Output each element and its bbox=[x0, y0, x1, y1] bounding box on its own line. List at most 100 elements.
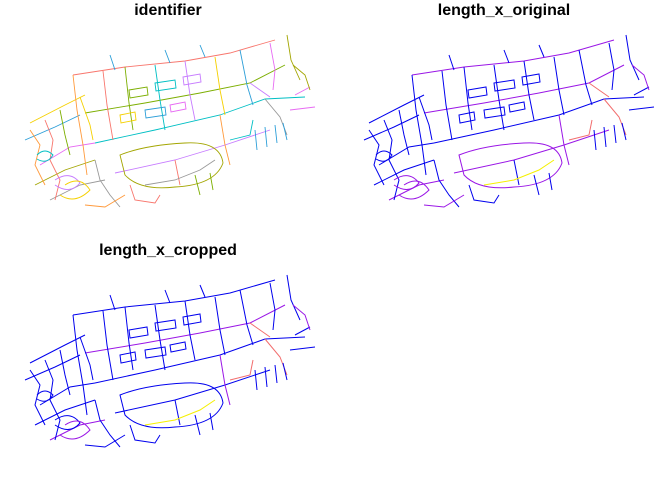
street-segment bbox=[24, 114, 81, 141]
street-segment bbox=[433, 96, 645, 144]
street-segment bbox=[128, 86, 149, 99]
street-segment bbox=[249, 322, 271, 338]
street-segment bbox=[119, 351, 137, 364]
street-segment bbox=[289, 326, 316, 351]
street-segment bbox=[154, 79, 177, 92]
street-segment bbox=[608, 42, 615, 91]
street-segment bbox=[289, 86, 316, 111]
street-segment bbox=[249, 82, 271, 98]
street-segment bbox=[34, 159, 96, 186]
street-segment bbox=[72, 314, 88, 416]
street-segment bbox=[411, 74, 427, 176]
street-segment bbox=[625, 34, 640, 81]
street-segment bbox=[128, 326, 149, 339]
street-segment bbox=[29, 129, 46, 186]
street-segment bbox=[54, 415, 81, 430]
street-segment bbox=[114, 369, 271, 414]
street-segment bbox=[588, 82, 610, 98]
street-segment bbox=[94, 336, 306, 384]
street-segment bbox=[72, 279, 276, 316]
street-segment bbox=[114, 129, 271, 174]
street-segment bbox=[483, 106, 506, 119]
street-segment bbox=[144, 346, 167, 359]
street-segment bbox=[169, 341, 187, 353]
street-segment bbox=[363, 114, 420, 141]
street-segment bbox=[628, 86, 655, 111]
street-segment bbox=[448, 44, 545, 71]
street-segment bbox=[79, 336, 94, 381]
street-segment bbox=[79, 96, 94, 141]
street-segment bbox=[568, 119, 593, 141]
street-network-map bbox=[24, 34, 316, 208]
street-segment bbox=[523, 60, 535, 121]
street-segment bbox=[94, 96, 306, 144]
street-segment bbox=[423, 194, 465, 208]
street-segment bbox=[154, 304, 166, 371]
street-segment bbox=[102, 310, 114, 381]
map-panel-identifier: identifier bbox=[0, 0, 336, 240]
street-network-map bbox=[363, 34, 655, 208]
map-panel-length-x-original: length_x_original bbox=[336, 0, 672, 240]
street-segment bbox=[109, 284, 206, 311]
street-segment bbox=[418, 96, 433, 141]
street-segment bbox=[214, 296, 226, 356]
street-segment bbox=[214, 56, 226, 116]
street-segment bbox=[393, 175, 420, 190]
street-segment bbox=[513, 159, 520, 186]
street-segment bbox=[533, 172, 553, 196]
street-segment bbox=[119, 142, 224, 189]
street-segment bbox=[239, 49, 254, 106]
street-segment bbox=[264, 98, 288, 136]
street-segment bbox=[368, 129, 385, 186]
map-panel-length-x-cropped: length_x_cropped bbox=[0, 240, 336, 480]
street-segment bbox=[49, 419, 106, 441]
street-segment bbox=[72, 39, 276, 76]
street-segment bbox=[286, 274, 301, 321]
street-segment bbox=[59, 349, 71, 396]
street-segment bbox=[493, 79, 516, 92]
street-segment bbox=[144, 159, 216, 186]
street-segment bbox=[49, 179, 106, 201]
street-segment bbox=[109, 44, 206, 71]
street-segment bbox=[239, 289, 254, 346]
street-segment bbox=[254, 362, 288, 391]
street-segment bbox=[84, 434, 126, 448]
street-segment bbox=[59, 109, 71, 156]
street-segment bbox=[29, 369, 46, 426]
street-segment bbox=[468, 184, 500, 204]
street-segment bbox=[383, 119, 400, 201]
street-segment bbox=[29, 94, 86, 124]
street-segment bbox=[184, 300, 196, 361]
street-segment bbox=[44, 359, 61, 441]
street-segment bbox=[184, 60, 196, 121]
street-segment bbox=[269, 42, 276, 91]
street-segment bbox=[182, 73, 202, 86]
street-segment bbox=[458, 142, 563, 189]
street-segment bbox=[467, 86, 488, 99]
panel-title: length_x_cropped bbox=[99, 242, 237, 259]
street-segment bbox=[483, 159, 555, 186]
street-segment bbox=[423, 64, 625, 114]
street-segment bbox=[368, 94, 425, 124]
street-segment bbox=[521, 73, 541, 86]
street-segment bbox=[286, 34, 301, 81]
street-segment bbox=[292, 64, 311, 91]
street-segment bbox=[229, 359, 254, 381]
street-segment bbox=[194, 172, 214, 196]
street-network bbox=[363, 34, 655, 208]
street-segment bbox=[154, 319, 177, 332]
street-segment bbox=[72, 74, 88, 176]
street-segment bbox=[144, 399, 216, 426]
street-segment bbox=[254, 122, 288, 151]
street-segment bbox=[398, 109, 410, 156]
street-segment bbox=[24, 354, 81, 381]
street-segment bbox=[458, 111, 476, 124]
street-segment bbox=[84, 194, 126, 208]
street-segment bbox=[219, 114, 231, 166]
street-segment bbox=[54, 175, 81, 190]
panel-title: identifier bbox=[134, 2, 202, 19]
street-segment bbox=[508, 101, 526, 113]
street-network bbox=[24, 274, 316, 448]
street-segment bbox=[578, 49, 593, 106]
street-segment bbox=[119, 382, 224, 429]
